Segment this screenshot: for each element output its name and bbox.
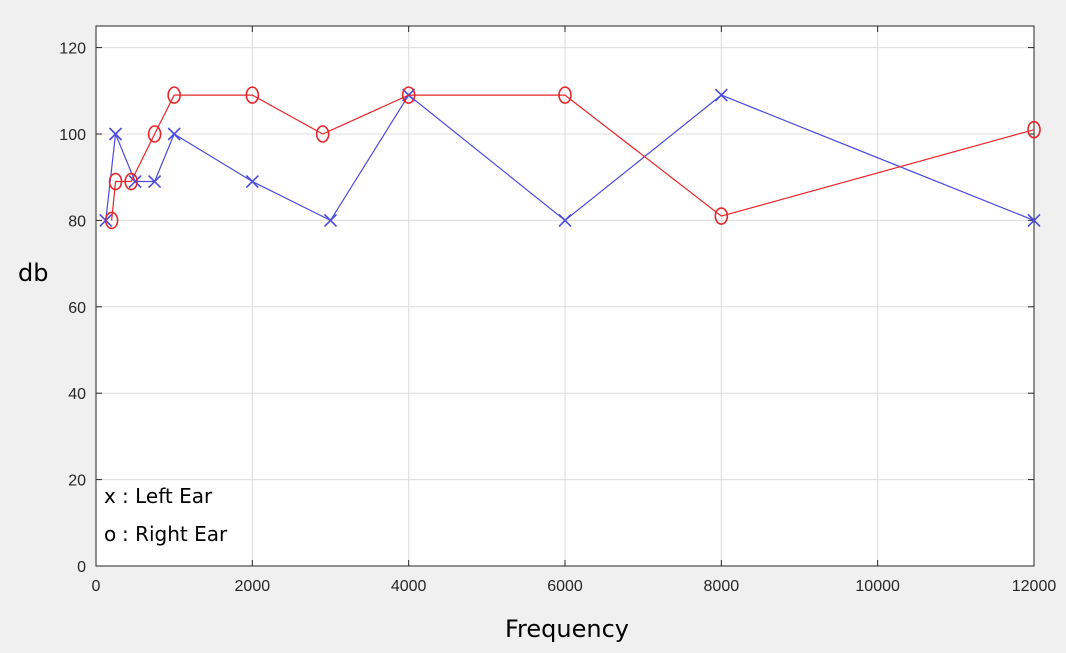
y-tick-label: 20 xyxy=(68,473,86,490)
legend: x : Left Ear o : Right Ear xyxy=(104,484,228,546)
series-layer xyxy=(99,86,1041,230)
right-ear-point xyxy=(315,125,330,143)
left-ear-point xyxy=(108,127,123,141)
axis-ticks: 0 2000 4000 6000 8000 10000 12000 0 20 40 60 80 100 1… xyxy=(59,26,1056,595)
x-tick-label: 4000 xyxy=(391,578,427,595)
y-tick-label: 80 xyxy=(68,213,86,230)
right-ear-point xyxy=(401,86,416,104)
left-ear-point xyxy=(148,174,162,189)
legend-left-ear-marker: x xyxy=(104,484,116,508)
left-ear-point xyxy=(323,213,338,227)
legend-right-ear-marker: o xyxy=(104,522,116,546)
right-ear-point xyxy=(167,86,181,104)
right-ear-point xyxy=(124,172,138,191)
left-ear-point xyxy=(558,213,572,227)
left-ear-point xyxy=(1027,213,1041,227)
x-tick-label: 8000 xyxy=(704,578,740,595)
x-tick-label: 10000 xyxy=(855,578,900,595)
legend-left-ear-label: : Left Ear xyxy=(122,484,213,508)
y-tick-label: 120 xyxy=(59,41,86,58)
left-ear-point xyxy=(128,174,142,189)
legend-right-ear-label: : Right Ear xyxy=(122,522,228,546)
right-ear-point xyxy=(108,172,123,191)
right-ear-point xyxy=(245,86,260,104)
right-ear-point xyxy=(104,211,119,230)
x-axis-label: Frequency xyxy=(505,615,629,643)
left-ear-point xyxy=(167,127,181,141)
y-tick-label: 100 xyxy=(59,127,86,144)
y-tick-label: 40 xyxy=(68,386,86,403)
x-tick-label: 2000 xyxy=(235,578,271,595)
x-tick-label: 0 xyxy=(92,578,101,595)
right-ear-point xyxy=(558,86,572,104)
left-ear-point xyxy=(245,174,259,189)
left-ear-point xyxy=(714,88,728,102)
x-tick-label: 12000 xyxy=(1012,578,1057,595)
right-ear-point xyxy=(147,125,162,143)
y-tick-label: 0 xyxy=(77,559,86,576)
y-axis-label: db xyxy=(18,259,48,287)
left-ear-series xyxy=(99,88,1041,227)
right-ear-point xyxy=(714,207,729,225)
right-ear-point xyxy=(1027,120,1041,139)
right-ear-series xyxy=(104,86,1041,230)
y-tick-label: 60 xyxy=(68,300,86,317)
x-tick-label: 6000 xyxy=(547,578,583,595)
